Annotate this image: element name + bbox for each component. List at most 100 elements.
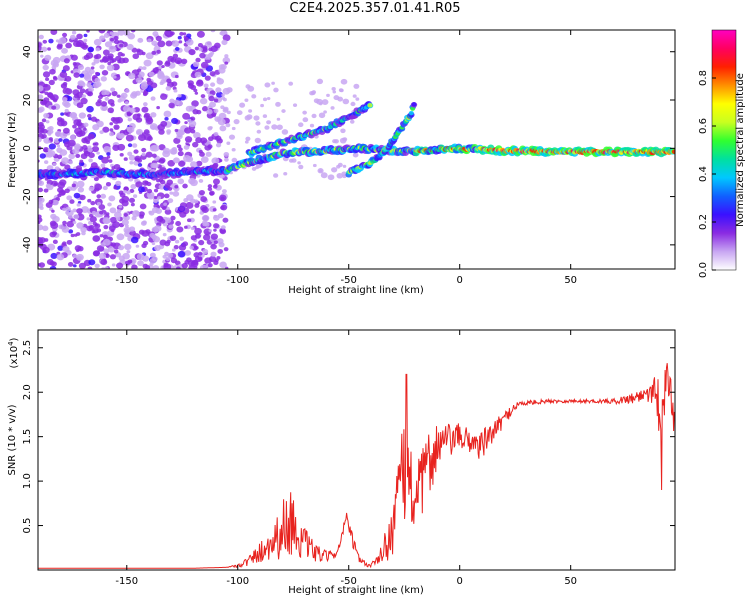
spectral-blob <box>194 227 202 235</box>
spectral-blob <box>62 97 68 102</box>
spectral-blob <box>123 189 128 194</box>
spectral-blob <box>56 119 65 127</box>
spectral-blob <box>102 126 110 133</box>
spectral-blob <box>47 92 54 99</box>
spectral-blob <box>44 160 49 164</box>
spectral-blob <box>43 97 50 103</box>
spectral-blob <box>200 156 209 163</box>
spectral-blob <box>127 117 132 122</box>
spectral-blob <box>213 98 219 103</box>
spectral-blob <box>93 54 99 59</box>
spectral-blob <box>203 83 209 88</box>
spectral-blob <box>61 226 70 233</box>
spectral-blob <box>87 133 95 140</box>
spectral-blob <box>136 253 145 261</box>
spectral-blob <box>109 254 116 260</box>
spectral-blob <box>192 108 199 115</box>
spectral-blob <box>190 198 196 204</box>
spectral-blob <box>200 61 209 69</box>
spectral-blob <box>119 153 124 157</box>
spectral-blob <box>123 213 128 217</box>
spectral-blob <box>210 30 216 33</box>
spectral-blob <box>226 141 231 145</box>
spectral-blob <box>187 83 195 89</box>
spectral-blob <box>181 58 188 65</box>
spectral-blob <box>38 94 44 100</box>
spectral-blob <box>88 84 93 89</box>
spectral-blob <box>77 119 82 123</box>
spectral-blob <box>213 108 219 114</box>
spectral-blob <box>137 260 144 267</box>
spectral-blob <box>207 263 213 268</box>
spectral-blob <box>139 203 147 210</box>
spectral-blob <box>219 31 224 36</box>
spectral-blob <box>65 210 70 215</box>
spectral-blob <box>228 134 236 140</box>
spectral-blob <box>164 61 171 67</box>
spectral-blob <box>83 33 88 38</box>
spectral-blob <box>111 263 116 267</box>
spectral-blob <box>119 43 124 48</box>
spectral-blob <box>408 110 414 116</box>
spectral-blob <box>201 214 210 222</box>
spectral-blob <box>174 46 180 51</box>
spectral-blob <box>262 114 268 119</box>
spectral-blob <box>302 117 309 123</box>
colorbar <box>711 29 737 271</box>
spectral-blob <box>43 188 49 193</box>
x-tick-label: 0 <box>457 275 463 286</box>
spectral-blob <box>142 66 147 70</box>
spectral-blob <box>38 45 43 52</box>
spectral-blob <box>204 41 213 48</box>
spectral-blob <box>157 124 166 131</box>
spectral-blob <box>83 122 89 128</box>
spectral-blob <box>179 211 187 218</box>
spectral-blob <box>197 251 203 256</box>
spectral-blob <box>38 85 44 92</box>
spectral-blob <box>77 41 82 46</box>
spectral-blob <box>164 193 170 199</box>
spectral-blob <box>172 248 176 252</box>
spectral-blob <box>271 124 278 130</box>
spectral-blob <box>58 189 66 196</box>
spectral-blob <box>255 121 261 126</box>
spectral-blob <box>187 218 192 223</box>
spectral-blob <box>182 112 191 120</box>
spectral-blob <box>138 186 145 193</box>
spectral-blob <box>183 197 189 203</box>
spectral-blob <box>251 94 257 99</box>
spectral-blob <box>127 151 133 157</box>
spectral-blob <box>198 149 203 154</box>
spectral-blob <box>212 200 217 204</box>
spectral-blob <box>86 217 91 221</box>
spectral-blob <box>321 99 329 105</box>
spectral-blob <box>186 156 194 163</box>
spectral-blob <box>109 128 114 132</box>
spectral-blob <box>283 171 288 176</box>
spectral-blob <box>76 33 83 40</box>
spectral-blob <box>169 235 177 241</box>
spectral-blob <box>129 160 134 165</box>
spectral-blob <box>53 137 60 144</box>
spectral-blob <box>292 103 298 107</box>
spectral-blob <box>69 34 76 40</box>
spectral-blob <box>62 220 67 225</box>
spectral-blob <box>207 144 213 149</box>
spectral-blob <box>38 197 45 204</box>
spectral-blob <box>246 114 253 120</box>
spectral-blob <box>81 94 87 99</box>
spectral-blob <box>92 235 101 242</box>
spectral-blob <box>94 77 101 83</box>
spectral-blob <box>108 225 116 232</box>
spectral-blob <box>96 245 105 252</box>
spectral-blob <box>171 40 180 47</box>
spectral-blob <box>244 98 249 102</box>
spectral-blob <box>327 174 335 181</box>
spectral-blob <box>93 58 100 64</box>
spectral-blob <box>176 144 182 149</box>
spectral-blob <box>266 120 271 125</box>
spectral-blob <box>207 184 213 189</box>
spectral-blob <box>174 128 179 133</box>
spectral-blob <box>183 144 190 150</box>
spectral-blob <box>217 118 226 126</box>
